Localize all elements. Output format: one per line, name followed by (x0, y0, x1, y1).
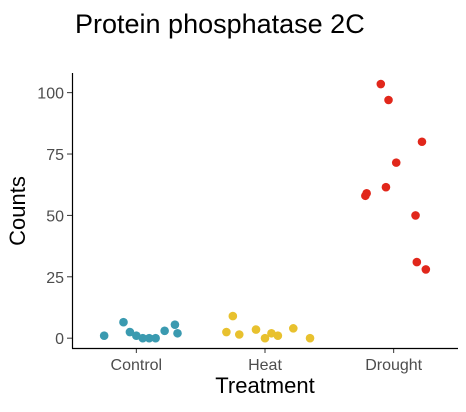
data-points (99, 79, 431, 343)
x-tick-label: Drought (365, 357, 422, 374)
data-point-heat (228, 311, 238, 321)
data-point-control (119, 317, 128, 327)
data-point-control (138, 333, 148, 343)
x-axis-title: Treatment (215, 373, 314, 398)
data-point-drought (381, 182, 391, 192)
y-tick-label: 50 (46, 208, 64, 225)
data-point-control (170, 320, 180, 329)
data-point-heat (251, 325, 261, 334)
data-point-drought (362, 189, 371, 198)
y-tick-label: 75 (46, 147, 64, 164)
data-point-drought (376, 79, 386, 89)
data-point-drought (411, 211, 420, 220)
y-axis-title: Counts (5, 176, 30, 246)
y-tick-label: 100 (37, 86, 64, 103)
y-axis-ticks: 0 25 50 75 100 (37, 86, 72, 348)
data-point-heat (305, 333, 315, 343)
chart-title: Protein phosphatase 2C (75, 9, 365, 39)
data-point-heat (289, 324, 298, 333)
data-point-heat (234, 330, 244, 339)
data-point-drought (412, 257, 422, 267)
data-point-control (125, 327, 135, 337)
x-tick-label: Control (111, 357, 163, 374)
data-point-control (99, 331, 109, 341)
y-tick-label: 0 (55, 331, 64, 348)
data-point-drought (384, 95, 393, 105)
data-point-heat (260, 333, 270, 343)
x-axis-ticks: Control Heat Drought (111, 348, 423, 374)
data-point-drought (421, 265, 431, 274)
data-point-drought (417, 137, 427, 147)
data-point-control (173, 328, 182, 338)
y-tick-label: 25 (46, 270, 64, 287)
data-point-control (160, 326, 169, 336)
data-point-drought (391, 158, 401, 167)
x-tick-label: Heat (248, 357, 282, 374)
data-point-control (144, 333, 154, 343)
data-point-control (151, 333, 160, 343)
data-point-heat (222, 327, 231, 337)
data-point-heat (273, 331, 283, 341)
